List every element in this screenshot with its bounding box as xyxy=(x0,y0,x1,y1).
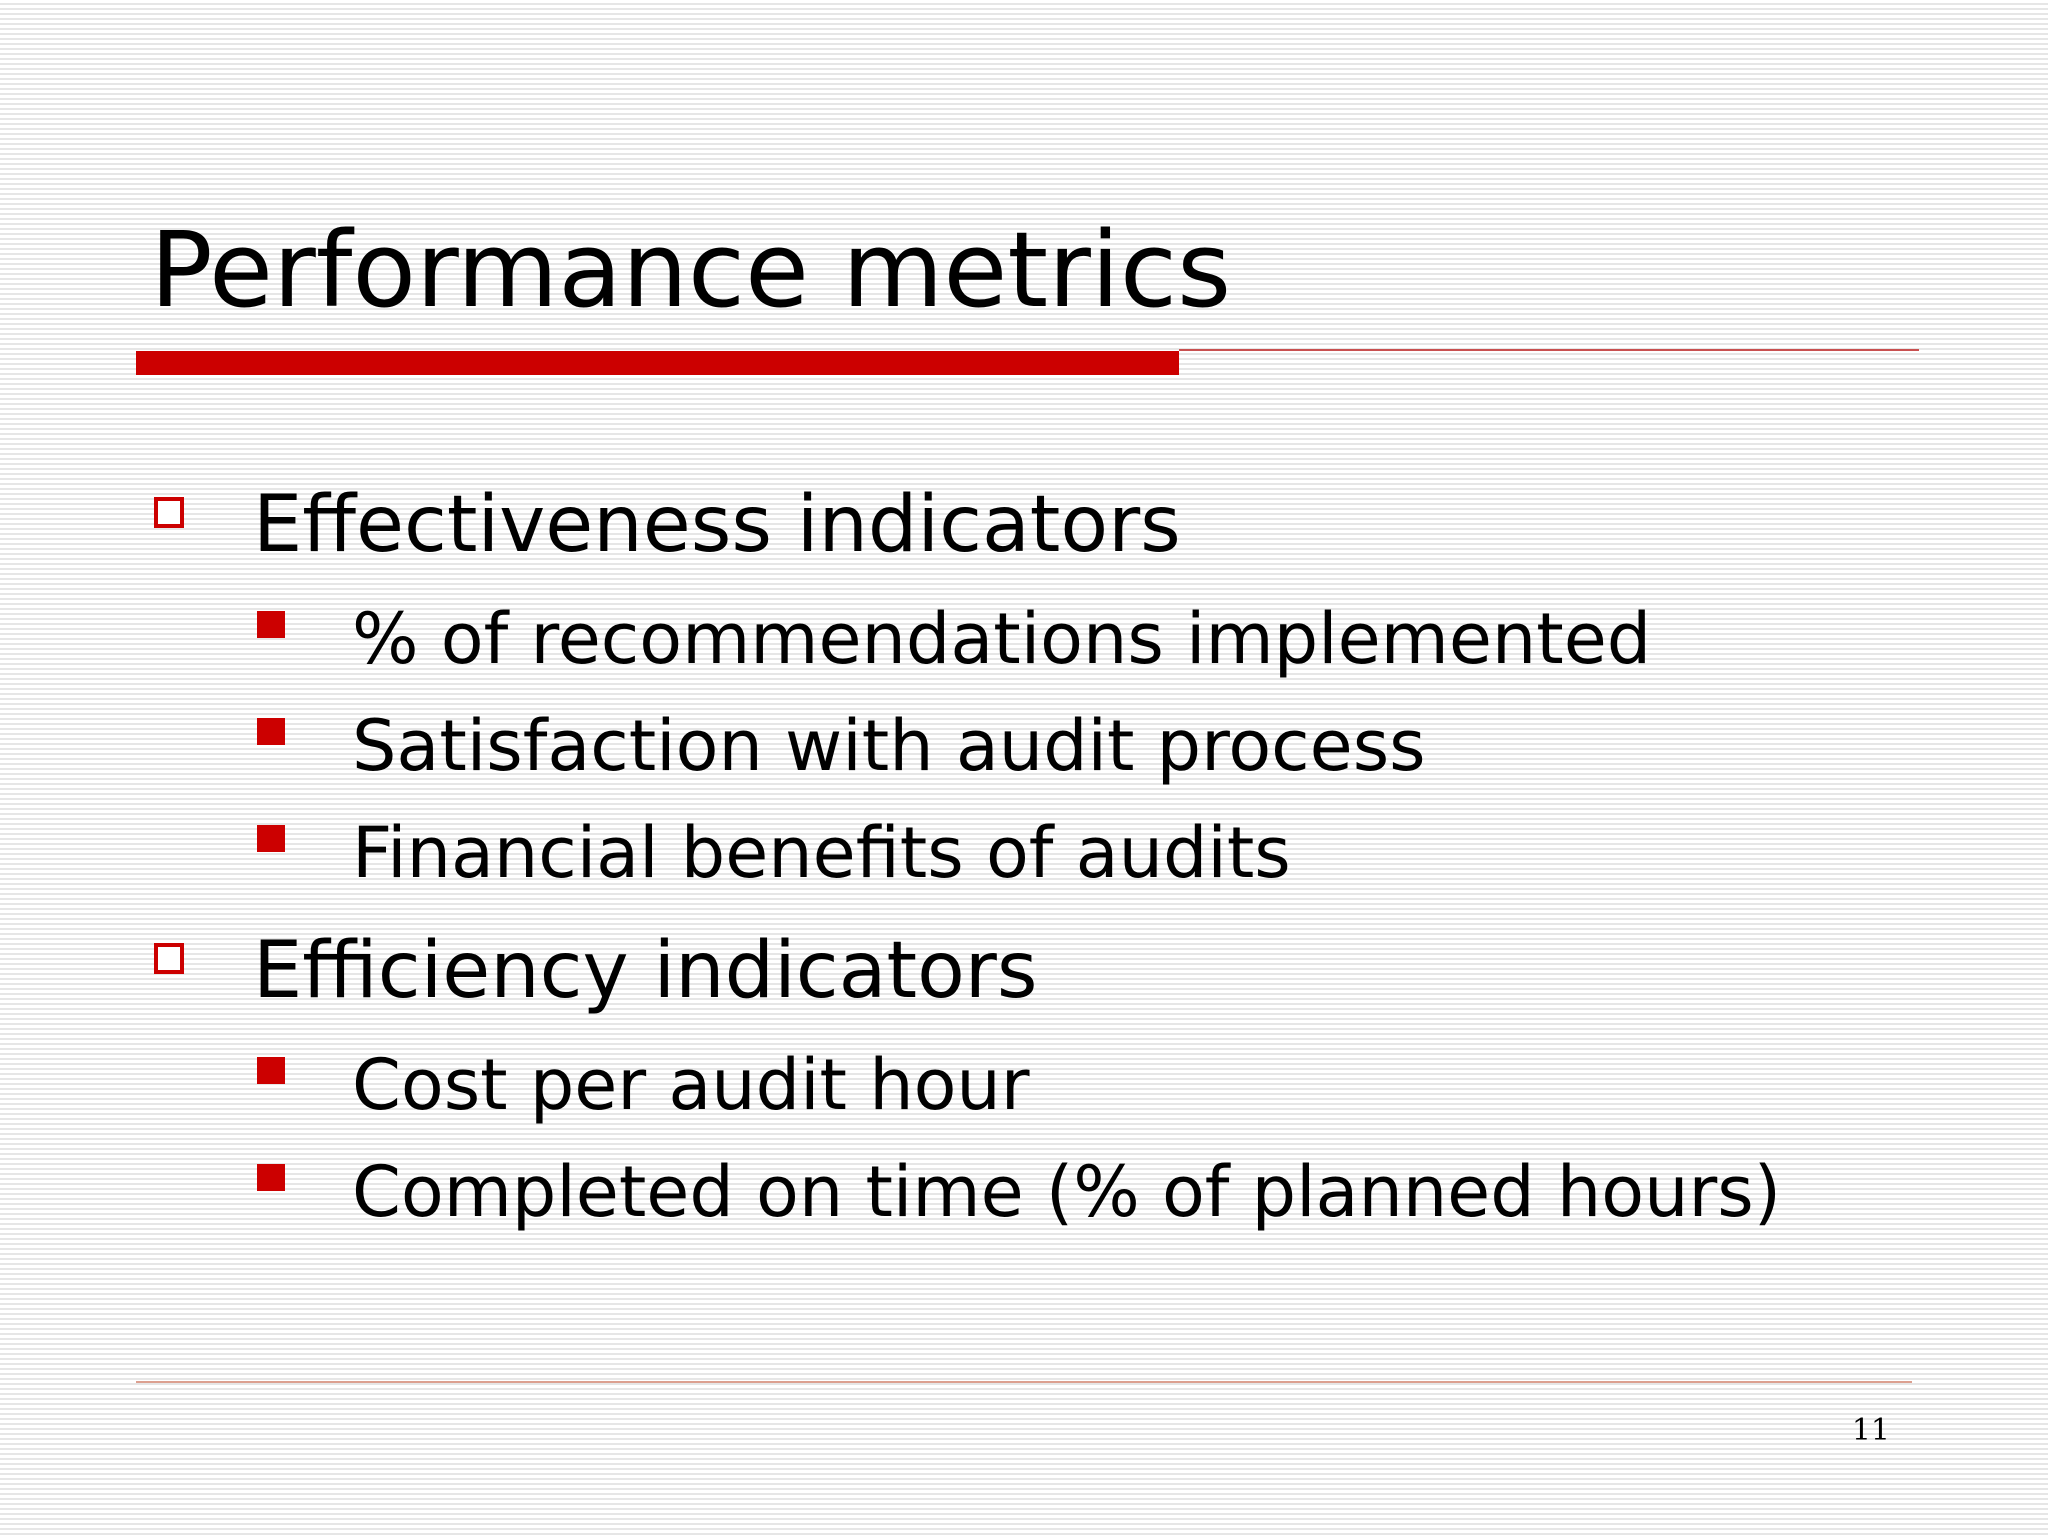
bullet-item-efficiency-indicators: Efficiency indicators xyxy=(154,925,1038,1017)
filled-square-bullet-icon xyxy=(257,718,285,745)
bullet-item-label: Efficiency indicators xyxy=(253,926,1038,1016)
footer-divider xyxy=(136,1381,1912,1383)
sub-bullet-item-completed-on-time: Completed on time (% of planned hours) xyxy=(257,1150,1782,1234)
sub-bullet-item-label: Satisfaction with audit process xyxy=(352,705,1426,787)
bullet-item-label: Effectiveness indicators xyxy=(253,480,1181,570)
sub-bullet-item-cost-per-audit-hour: Cost per audit hour xyxy=(257,1043,1030,1127)
filled-square-bullet-icon xyxy=(257,1164,285,1191)
slide-number: 11 xyxy=(1851,1413,1890,1448)
hollow-square-bullet-icon xyxy=(154,497,184,528)
sub-bullet-item-label: % of recommendations implemented xyxy=(352,598,1652,680)
filled-square-bullet-icon xyxy=(257,825,285,852)
sub-bullet-item-recommendations-implemented: % of recommendations implemented xyxy=(257,597,1652,681)
sub-bullet-item-label: Cost per audit hour xyxy=(352,1044,1030,1126)
bullet-item-effectiveness-indicators: Effectiveness indicators xyxy=(154,479,1181,571)
sub-bullet-item-satisfaction-audit-process: Satisfaction with audit process xyxy=(257,704,1426,788)
sub-bullet-item-label: Completed on time (% of planned hours) xyxy=(352,1151,1782,1233)
title-underline-thin xyxy=(1179,349,1919,351)
title-underline-thick xyxy=(136,351,1179,375)
sub-bullet-item-label: Financial benefits of audits xyxy=(352,812,1291,894)
filled-square-bullet-icon xyxy=(257,1057,285,1084)
hollow-square-bullet-icon xyxy=(154,943,184,974)
slide-title: Performance metrics xyxy=(150,209,1232,331)
filled-square-bullet-icon xyxy=(257,611,285,638)
sub-bullet-item-financial-benefits: Financial benefits of audits xyxy=(257,811,1291,895)
